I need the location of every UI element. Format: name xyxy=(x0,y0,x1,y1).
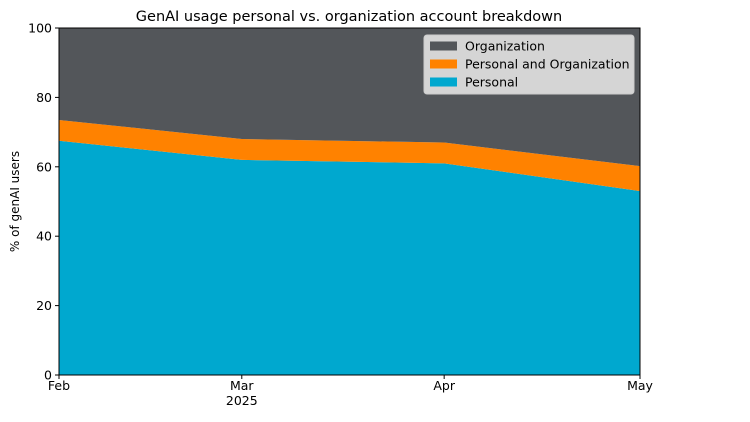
x-tick-label: Apr xyxy=(433,378,455,393)
legend-label-personal: Personal xyxy=(465,75,518,90)
legend: Organization Personal and Organization Per… xyxy=(423,34,635,95)
legend-swatch-personal-and-organization xyxy=(430,59,457,69)
legend-swatch-organization xyxy=(430,41,457,51)
area-personal xyxy=(59,140,640,375)
y-tick-label: 100 xyxy=(28,21,52,36)
y-tick-label: 60 xyxy=(36,159,52,174)
legend-label-personal-and-organization: Personal and Organization xyxy=(465,57,630,72)
legend-label-organization: Organization xyxy=(465,39,545,54)
x-tick-label: Feb xyxy=(48,378,70,393)
y-axis-label: % of genAI users xyxy=(8,151,22,252)
plot-frame xyxy=(58,27,641,376)
x-tick-label: May xyxy=(627,378,653,393)
x-tick-label: Mar xyxy=(230,378,254,393)
y-tick-label: 20 xyxy=(36,298,52,313)
chart-title: GenAI usage personal vs. organization ac… xyxy=(136,9,562,25)
area-personal-and-organization xyxy=(59,119,640,192)
x-tick-sublabel: 2025 xyxy=(226,393,258,408)
legend-swatch-personal xyxy=(430,77,457,87)
y-tick-label: 0 xyxy=(44,368,52,383)
y-tick-label: 40 xyxy=(36,229,52,244)
y-tick-label: 80 xyxy=(36,90,52,105)
legend-box xyxy=(423,34,635,95)
y-axis: 0 20 40 60 80 100 xyxy=(28,21,59,383)
